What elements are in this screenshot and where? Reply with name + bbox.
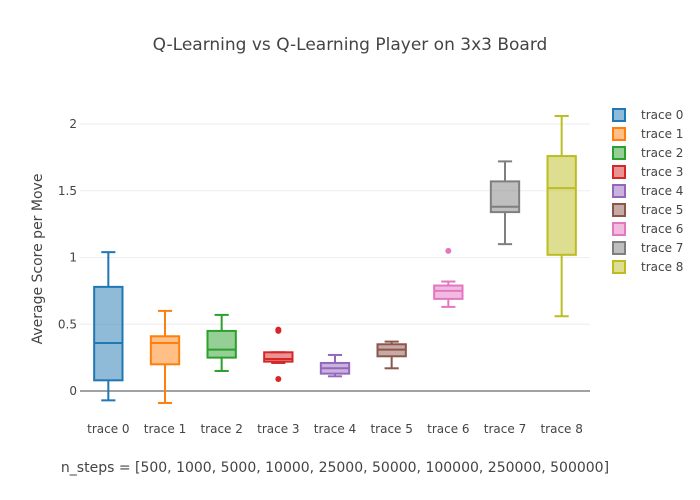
x-axis-ticks: trace 0 trace 1 trace 2 trace 3 trace 4 trace… xyxy=(87,422,583,436)
legend-swatch xyxy=(612,222,626,236)
legend-swatch xyxy=(612,241,626,255)
legend-swatch xyxy=(612,165,626,179)
box-body xyxy=(93,285,124,382)
legend-label: trace 6 xyxy=(641,222,683,236)
x-tick-label: trace 0 xyxy=(87,422,129,436)
box-body xyxy=(546,155,577,256)
legend[interactable]: trace 0 trace 1 trace 2 trace 3 trace 4 trace… xyxy=(612,108,683,274)
legend-swatch xyxy=(612,108,626,122)
legend-item[interactable]: trace 8 xyxy=(612,260,683,274)
outlier-point xyxy=(445,247,452,254)
y-tick-label: 1.5 xyxy=(58,184,77,198)
box-5 xyxy=(376,340,407,370)
x-tick-label: trace 5 xyxy=(370,422,412,436)
box-2 xyxy=(206,313,237,372)
x-tick-label: trace 3 xyxy=(257,422,299,436)
legend-swatch xyxy=(612,184,626,198)
box-4 xyxy=(319,353,351,378)
y-axis-ticks: 0 0.5 1 1.5 2 xyxy=(58,117,77,398)
box-body xyxy=(433,284,464,300)
boxes xyxy=(93,114,577,405)
legend-item[interactable]: trace 2 xyxy=(612,146,683,160)
x-tick-label: trace 6 xyxy=(427,422,469,436)
legend-item[interactable]: trace 5 xyxy=(612,203,683,217)
box-body xyxy=(263,351,294,363)
y-tick-label: 2 xyxy=(69,117,77,131)
y-tick-label: 1 xyxy=(69,251,77,265)
box-0 xyxy=(93,251,124,402)
y-tick-label: 0.5 xyxy=(58,317,77,331)
box-7 xyxy=(489,160,521,246)
outlier-point xyxy=(275,326,282,333)
legend-swatch xyxy=(612,146,626,160)
legend-item[interactable]: trace 3 xyxy=(612,165,683,179)
box-6 xyxy=(433,247,464,308)
legend-swatch xyxy=(612,203,626,217)
box-body xyxy=(149,335,181,366)
box-3 xyxy=(263,326,294,382)
legend-label: trace 1 xyxy=(641,127,683,141)
legend-label: trace 4 xyxy=(641,184,683,198)
x-tick-label: trace 1 xyxy=(144,422,186,436)
legend-label: trace 3 xyxy=(641,165,683,179)
legend-item[interactable]: trace 1 xyxy=(612,127,683,141)
x-axis-label: n_steps = [500, 1000, 5000, 10000, 25000… xyxy=(61,460,609,476)
legend-swatch xyxy=(612,127,626,141)
legend-label: trace 7 xyxy=(641,241,683,255)
box-body xyxy=(206,329,237,359)
legend-item[interactable]: trace 0 xyxy=(612,108,683,122)
legend-label: trace 8 xyxy=(641,260,683,274)
legend-label: trace 5 xyxy=(641,203,683,217)
legend-item[interactable]: trace 7 xyxy=(612,241,683,255)
legend-swatch xyxy=(612,260,626,274)
box-8 xyxy=(546,114,577,318)
y-tick-label: 0 xyxy=(69,384,77,398)
x-tick-label: trace 8 xyxy=(540,422,582,436)
legend-label: trace 2 xyxy=(641,146,683,160)
x-tick-label: trace 4 xyxy=(314,422,356,436)
x-tick-label: trace 2 xyxy=(200,422,242,436)
x-tick-label: trace 7 xyxy=(484,422,526,436)
legend-item[interactable]: trace 4 xyxy=(612,184,683,198)
legend-item[interactable]: trace 6 xyxy=(612,222,683,236)
box-1 xyxy=(149,309,181,405)
outlier-point xyxy=(275,375,282,382)
y-axis-label: Average Score per Move xyxy=(30,174,46,345)
legend-label: trace 0 xyxy=(641,108,683,122)
chart-title: Q-Learning vs Q-Learning Player on 3x3 B… xyxy=(153,35,548,55)
